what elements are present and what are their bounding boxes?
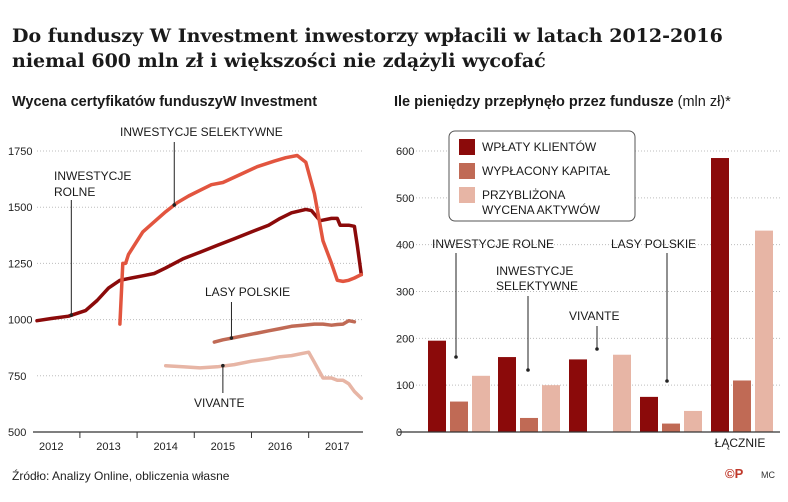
category-dot-vivante [595,347,599,351]
line-chart-axes: 500 750 1000 1250 1500 1750 2012 2013 2014 2015 20… [8,146,363,453]
bar-chart-title-unit: (mln zł)* [677,94,731,110]
x-tick-label: 2015 [211,441,235,453]
y-tick-label: 750 [8,371,26,383]
headline-line-2: niemal 600 mln zł i większości nie zdąży… [12,50,546,72]
y-tick-label: 500 [396,193,414,205]
x-tick-label: 2013 [96,441,120,453]
category-dot-inwestycje-rolne [454,355,458,359]
headline-line-1: Do funduszy W Investment inwestorzy wpła… [12,25,723,47]
bar-lasy-polskie-wyplacony-kapital [662,423,680,432]
category-label-inwestycje-selektywne-line-1: INWESTYCJE [496,264,573,278]
bar-lacznie-przyblizona-wycena-aktywow [755,230,773,432]
y-tick-label: 1500 [8,202,32,214]
label-inwestycje-rolne-line-2: ROLNE [54,185,95,199]
bar-lasy-polskie-wplaty-klientow [640,396,658,432]
y-tick-label: 1250 [8,258,32,270]
legend-swatch-przyblizona-wycena-aktywow [459,187,475,203]
y-tick-label: 400 [396,240,414,252]
series-line-inwestycje-rolne [35,207,364,323]
bar-inwestycje-selektywne-wplaty-klientow [498,357,516,432]
bar-inwestycje-rolne-wyplacony-kapital [450,401,468,432]
y-tick-label: 1750 [8,146,32,158]
bar-chart-title-text: Ile pieniędzy przepłynęło przez fundusze [394,94,674,110]
category-label-inwestycje-selektywne-line-2: SELEKTYWNE [496,279,578,293]
bar-inwestycje-rolne-przyblizona-wycena-aktywow [472,375,490,432]
y-tick-label: 300 [396,287,414,299]
y-tick-label: 200 [396,333,414,345]
leader-dot-vivante [221,363,225,368]
category-label-lacznie-line-1: ŁĄCZNIE [715,436,766,450]
leader-dot-inwestycje-selektywne [172,203,177,207]
series-line-vivante [163,350,364,401]
label-inwestycje-rolne-line-1: INWESTYCJE [54,169,131,183]
x-tick-label: 2014 [153,441,177,453]
legend-label-wyplacony-kapital-line-1: WYPŁACONY KAPITAŁ [482,164,611,178]
y-tick-label: 500 [8,427,26,439]
legend-label-przyblizona-wycena-aktywow-line-2: WYCENA AKTYWÓW [482,202,601,217]
bar-chart-axes: 0 100 200 300 400 500 600 [396,146,780,439]
line-chart-series [35,153,364,401]
category-label-vivante-line-1: VIVANTE [569,309,619,323]
legend-box [448,130,636,222]
author-initials: MC [761,470,775,480]
legend-swatch-wplaty-klientow [459,139,475,155]
label-vivante-line-1: VIVANTE [194,396,244,410]
legend-swatch-wyplacony-kapital [459,163,475,179]
y-tick-label: 1000 [8,315,32,327]
line-chart-title: Wycena certyfikatów funduszyW Investment [12,94,318,110]
bar-chart-bars [428,158,773,432]
bar-vivante-przyblizona-wycena-aktywow [613,354,631,432]
bar-chart-legend: WPŁATY KLIENTÓW WYPŁACONY KAPITAŁ PRZYBLIŻ… [448,130,636,222]
leader-dot-lasy-polskie [229,336,234,340]
bar-vivante-wplaty-klientow [569,359,587,432]
headline: Do funduszy W Investment inwestorzy wpła… [12,24,782,74]
category-dot-inwestycje-selektywne [526,368,530,372]
legend-label-przyblizona-wycena-aktywow-line-1: PRZYBLIŻONA [482,188,565,202]
bar-inwestycje-selektywne-wyplacony-kapital [520,417,538,432]
line-chart-series-labels: INWESTYCJE ROLNE INWESTYCJE SELEKTYWNE LASY… [54,125,290,410]
source-note: Źródło: Analizy Online, obliczenia własn… [12,469,230,483]
y-tick-label: 600 [396,146,414,158]
series-line-lasy-polskie [212,318,357,344]
bar-inwestycje-rolne-wplaty-klientow [428,340,446,432]
x-tick-label: 2017 [325,441,349,453]
category-label-inwestycje-rolne-line-1: INWESTYCJE ROLNE [432,237,554,251]
y-tick-label: 100 [396,380,414,392]
y-tick-label: 0 [396,427,402,439]
label-inwestycje-selektywne-line-1: INWESTYCJE SELEKTYWNE [120,125,283,139]
legend-label-wplaty-klientow-line-1: WPŁATY KLIENTÓW [482,139,597,154]
bar-inwestycje-selektywne-przyblizona-wycena-aktywow [542,385,560,432]
publisher-logo: ©P [725,466,744,481]
x-tick-label: 2012 [39,441,63,453]
category-label-lasy-polskie-line-1: LASY POLSKIE [611,237,696,251]
category-dot-lasy-polskie [665,379,669,383]
bar-lasy-polskie-przyblizona-wycena-aktywow [684,410,702,432]
series-line-inwestycje-selektywne [118,153,364,326]
x-tick-label: 2016 [268,441,292,453]
bar-lacznie-wyplacony-kapital [733,380,751,432]
bar-lacznie-wplaty-klientow [711,158,729,432]
line-chart-grid [37,150,363,377]
leader-dot-inwestycje-rolne [69,313,74,317]
bar-chart-title: Ile pieniędzy przepłynęło przez fundusze… [394,94,731,110]
label-lasy-polskie-line-1: LASY POLSKIE [205,285,290,299]
